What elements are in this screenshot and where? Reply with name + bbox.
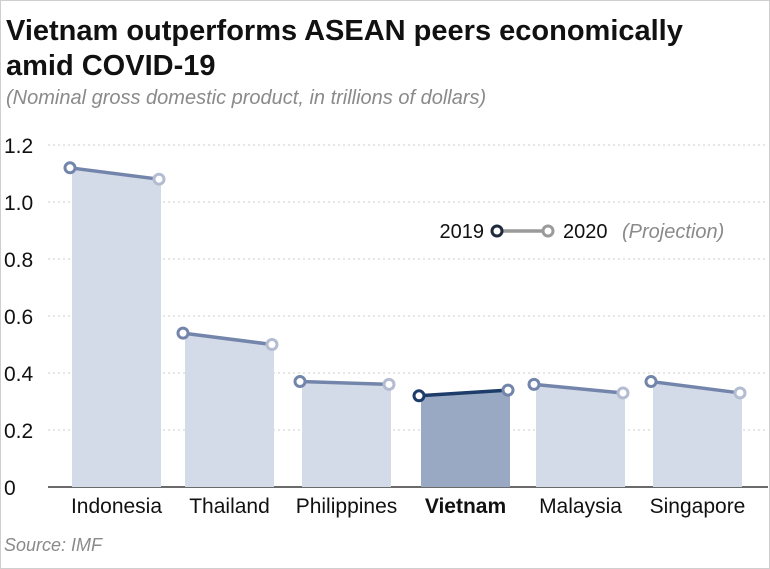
y-tick-label: 0.2 <box>4 420 33 443</box>
point-2020-thailand <box>265 338 279 351</box>
change-line-singapore <box>650 379 741 395</box>
legend-label-2019: 2019 <box>440 221 485 243</box>
legend-note-projection: (Projection) <box>622 221 724 243</box>
y-tick-label: 0.4 <box>4 363 34 386</box>
y-tick-label: 0 <box>4 477 16 500</box>
point-2019-indonesia <box>63 161 77 175</box>
point-2020-philippines <box>382 377 396 391</box>
point-2019-malaysia <box>527 377 541 391</box>
point-2020-vietnam <box>501 383 515 397</box>
change-line-thailand <box>182 331 273 347</box>
bar-malaysia <box>536 384 625 487</box>
bar-thailand <box>185 333 274 487</box>
legend-marker-2019 <box>490 224 504 238</box>
change-line-vietnam <box>418 388 509 398</box>
y-tick-label: 0.8 <box>4 249 33 272</box>
legend-marker-2020 <box>541 224 555 238</box>
point-2019-thailand <box>176 326 190 340</box>
bar-indonesia <box>72 167 161 488</box>
point-2020-singapore <box>733 386 747 400</box>
x-category-label: Indonesia <box>71 495 162 518</box>
x-category-label: Philippines <box>296 495 398 518</box>
source-note: Source: IMF <box>4 535 103 555</box>
y-tick-label: 0.6 <box>4 306 33 329</box>
point-2020-malaysia <box>616 386 630 400</box>
chart-subtitle: (Nominal gross domestic product, in tril… <box>6 87 487 109</box>
bar-vietnam <box>421 390 510 487</box>
change-line-indonesia <box>69 166 160 181</box>
x-category-label: Vietnam <box>425 495 506 518</box>
chart-title: Vietnam outperforms ASEAN peers economic… <box>6 15 683 82</box>
x-category-label: Malaysia <box>539 495 622 518</box>
bar-singapore <box>653 381 742 487</box>
change-line-philippines <box>299 379 390 387</box>
point-2019-singapore <box>644 375 658 389</box>
point-2019-philippines <box>293 375 307 389</box>
point-2020-indonesia <box>152 172 166 186</box>
point-2019-vietnam <box>412 389 426 403</box>
change-line-malaysia <box>533 382 624 395</box>
legend: 2019 2020 (Projection) <box>440 221 725 243</box>
legend-label-2020: 2020 <box>563 221 608 243</box>
y-tick-label: 1.0 <box>4 192 33 215</box>
x-category-label: Singapore <box>650 495 746 518</box>
bar-philippines <box>302 381 391 487</box>
x-category-label: Thailand <box>189 495 270 518</box>
y-tick-label: 1.2 <box>4 135 33 158</box>
